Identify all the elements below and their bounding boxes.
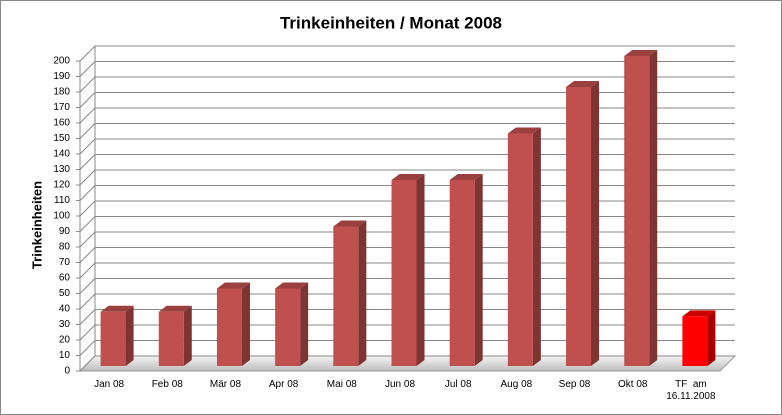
bar-side xyxy=(416,174,425,366)
bar-top xyxy=(275,282,309,289)
y-tick-label: 80 xyxy=(59,242,71,253)
y-tick-label: 30 xyxy=(59,319,71,330)
bar xyxy=(682,310,716,366)
bar-top xyxy=(507,127,541,134)
bar-top xyxy=(100,305,134,312)
x-tick-label: Mai 08 xyxy=(326,379,357,390)
bar-front xyxy=(216,288,242,366)
bar xyxy=(566,81,600,366)
bar-side xyxy=(125,305,134,366)
x-tick-label: Apr 08 xyxy=(268,379,299,390)
bar-top xyxy=(449,174,483,180)
bar-side xyxy=(474,174,483,366)
y-tick-label: 60 xyxy=(59,273,71,284)
bar-side xyxy=(241,282,250,366)
bar xyxy=(507,127,541,366)
bar-side xyxy=(532,127,541,366)
bar xyxy=(216,282,250,366)
y-tick-label: 40 xyxy=(59,304,71,315)
y-tick-label: 70 xyxy=(59,257,71,268)
chart-title: Trinkeinheiten / Monat 2008 xyxy=(280,13,502,32)
y-tick-label: 140 xyxy=(53,149,70,160)
y-tick-label: 190 xyxy=(53,71,70,82)
y-tick-label: 10 xyxy=(59,350,71,361)
bar-top xyxy=(566,81,600,87)
y-tick-label: 150 xyxy=(53,133,70,144)
y-tick-label: 90 xyxy=(59,226,71,237)
bar xyxy=(449,174,483,366)
bar xyxy=(333,220,367,366)
bar xyxy=(100,305,134,366)
y-tick-label: 20 xyxy=(59,335,71,346)
bar-front xyxy=(333,226,359,366)
bar-side xyxy=(649,50,658,366)
x-tick-label: Sep 08 xyxy=(558,379,591,390)
bar-front xyxy=(158,311,184,366)
y-axis-label: Trinkeinheiten xyxy=(29,181,44,269)
y-tick-label: 50 xyxy=(59,288,71,299)
bar-side xyxy=(358,220,367,366)
bar-front xyxy=(566,87,592,366)
bar-top xyxy=(391,174,425,180)
y-tick-label: 0 xyxy=(64,366,70,377)
y-tick-label: 180 xyxy=(53,87,70,98)
bar-top xyxy=(158,305,192,312)
bar-front xyxy=(507,133,533,366)
y-tick-label: 160 xyxy=(53,118,70,129)
x-tick-label: Mär 08 xyxy=(209,379,242,390)
x-tick-label: Jul 08 xyxy=(444,379,472,390)
x-tick-label: Feb 08 xyxy=(151,379,183,390)
bar-side xyxy=(591,81,600,366)
y-tick-label: 200 xyxy=(53,56,70,67)
bar-top xyxy=(216,282,250,289)
bar-side xyxy=(183,305,192,366)
x-tick-label: Jan 08 xyxy=(94,379,125,390)
bar-top xyxy=(624,50,658,56)
bar-top xyxy=(333,220,367,227)
y-tick-label: 170 xyxy=(53,102,70,113)
bar-side xyxy=(300,282,309,366)
x-tick-label: Aug 08 xyxy=(500,379,533,390)
bar-top xyxy=(682,310,716,317)
bar xyxy=(391,174,425,366)
x-tick-label: Okt 08 xyxy=(617,379,648,390)
bar xyxy=(158,305,192,366)
bar-front xyxy=(449,180,475,366)
x-tick-label: TF am 16.11.2008 xyxy=(666,379,716,402)
bar-front xyxy=(624,56,650,366)
y-tick-label: 110 xyxy=(54,195,70,206)
bar-front xyxy=(275,288,301,366)
bar-front xyxy=(682,316,708,366)
y-tick-label: 130 xyxy=(53,164,70,175)
y-tick-label: 120 xyxy=(53,180,70,191)
x-tick-label: Jun 08 xyxy=(384,379,416,390)
bar xyxy=(624,50,658,366)
bar-front xyxy=(100,311,126,366)
bar-front xyxy=(391,180,417,366)
y-tick-label: 100 xyxy=(53,211,70,222)
bar-side xyxy=(707,310,716,366)
bar xyxy=(275,282,309,366)
